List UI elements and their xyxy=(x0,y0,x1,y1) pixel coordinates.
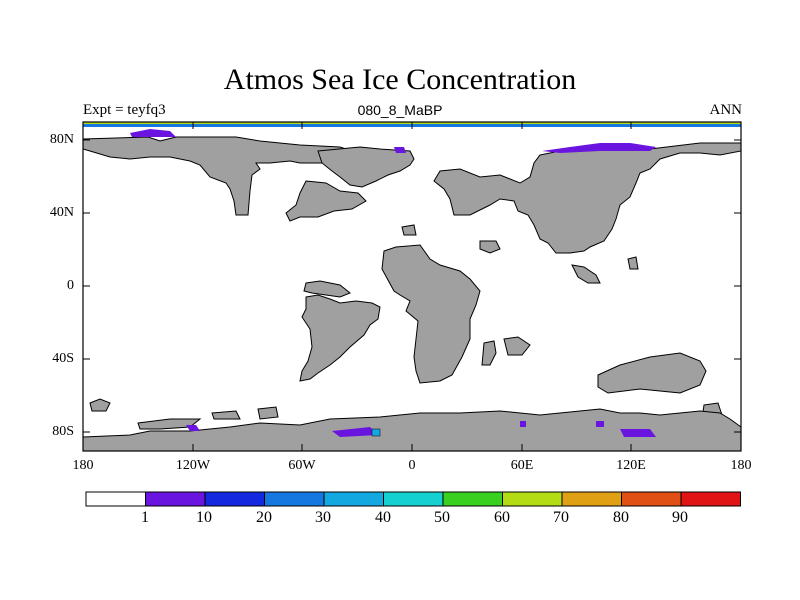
ice-patch-antarctic-3 xyxy=(186,425,200,431)
colorbar-label-60: 60 xyxy=(494,509,510,526)
colorbar-label-30: 30 xyxy=(315,509,331,526)
sea-ice-patches xyxy=(130,129,656,437)
season-label: ANN xyxy=(709,102,743,118)
landmass-antarctica xyxy=(82,408,742,452)
landmass-india-arabia xyxy=(479,240,501,254)
landmass-eurasia xyxy=(433,142,742,254)
colorbar-swatch-2 xyxy=(204,491,265,507)
ice-patch-antarctic-blue xyxy=(371,428,381,437)
landmass-small-pacific xyxy=(627,256,639,270)
lon-label-180w: 180 xyxy=(72,458,94,473)
ice-patch-arctic-west xyxy=(130,129,176,137)
landmass-island-east-africa xyxy=(503,336,531,356)
lon-label-120e: 120E xyxy=(616,458,646,473)
ice-patch-antarctic-1 xyxy=(332,427,378,437)
lat-label-80s: 80S xyxy=(52,424,74,439)
period-label: 080_8_MaBP xyxy=(357,102,443,118)
landmass-south-america xyxy=(299,294,381,382)
landmass-antarctic-isle-1 xyxy=(89,398,111,412)
colorbar-swatch-8 xyxy=(561,491,622,507)
ice-patch-arctic-small xyxy=(394,147,406,153)
landmass-small-isle xyxy=(401,224,417,236)
colorbar-label-10: 10 xyxy=(196,509,212,526)
colorbar-swatch-9 xyxy=(621,491,682,507)
colorbar-swatch-6 xyxy=(442,491,503,507)
lat-ticks xyxy=(83,139,741,433)
colorbar-label-40: 40 xyxy=(375,509,391,526)
lon-label-180e: 180 xyxy=(730,458,752,473)
landmass-australia xyxy=(597,352,707,394)
colorbar xyxy=(85,491,741,507)
colorbar-swatch-0 xyxy=(85,491,146,507)
colorbar-swatch-5 xyxy=(383,491,444,507)
colorbar-swatch-10 xyxy=(680,491,741,507)
lat-label-40n: 40N xyxy=(49,205,74,220)
lon-label-0: 0 xyxy=(408,458,416,473)
colorbar-swatch-1 xyxy=(145,491,206,507)
colorbar-swatch-7 xyxy=(502,491,563,507)
colorbar-label-70: 70 xyxy=(553,509,569,526)
landmass-central-europe xyxy=(285,180,367,222)
lat-label-0: 0 xyxy=(67,278,74,293)
landmass-antarctic-isle-3 xyxy=(257,406,279,420)
lon-label-120w: 120W xyxy=(175,458,211,473)
lon-ticks xyxy=(82,122,742,451)
landmass-se-asia xyxy=(571,264,601,284)
colorbar-swatch-4 xyxy=(323,491,384,507)
ice-patch-arctic-east xyxy=(542,143,656,153)
ice-patch-antarctic-4 xyxy=(520,421,526,427)
land-masses xyxy=(82,136,742,452)
landmass-antarctic-isle-2 xyxy=(211,410,241,420)
colorbar-label-50: 50 xyxy=(434,509,450,526)
ice-patch-antarctic-5 xyxy=(596,421,604,427)
colorbar-label-1: 1 xyxy=(141,509,149,526)
lat-label-80n: 80N xyxy=(49,132,74,147)
colorbar-label-20: 20 xyxy=(256,509,272,526)
map-title: Atmos Sea Ice Concentration xyxy=(223,63,577,96)
ice-patch-antarctic-2 xyxy=(620,429,656,437)
landmass-africa xyxy=(381,244,481,384)
landmass-north-america xyxy=(82,136,362,216)
colorbar-label-80: 80 xyxy=(613,509,629,526)
lon-label-60w: 60W xyxy=(288,458,316,473)
experiment-label: Expt = teyfq3 xyxy=(83,102,166,118)
landmass-madagascar xyxy=(481,340,497,366)
colorbar-swatch-3 xyxy=(264,491,325,507)
landmass-europe-west xyxy=(317,146,415,188)
lat-label-40s: 40S xyxy=(52,351,74,366)
landmass-central-america xyxy=(303,280,351,298)
lon-label-60e: 60E xyxy=(510,458,534,473)
colorbar-label-90: 90 xyxy=(672,509,688,526)
